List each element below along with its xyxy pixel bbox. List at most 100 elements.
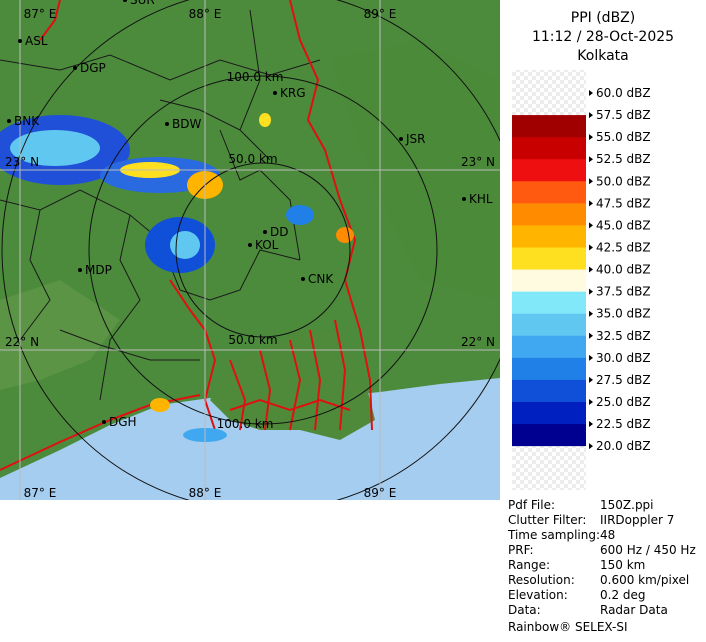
- map-label: CNK: [308, 272, 334, 286]
- city-dot: [73, 66, 77, 70]
- legend-level: 45.0 dBZ: [596, 218, 651, 232]
- legend-swatch: [512, 379, 586, 403]
- legend-arrow: [589, 376, 593, 383]
- map-label: 22° N: [5, 335, 39, 349]
- legend-arrow: [589, 398, 593, 405]
- info-key: Data:: [508, 603, 541, 617]
- legend-level: 57.5 dBZ: [596, 108, 651, 122]
- info-key: Elevation:: [508, 588, 568, 602]
- legend-arrow: [589, 288, 593, 295]
- legend-arrow: [589, 134, 593, 141]
- city-dot: [78, 268, 82, 272]
- legend-level: 47.5 dBZ: [596, 196, 651, 210]
- legend-arrow: [589, 310, 593, 317]
- legend-arrow: [589, 244, 593, 251]
- city-dot: [462, 197, 466, 201]
- map-label: KRG: [280, 86, 306, 100]
- legend-swatch: [512, 335, 586, 359]
- range-rings: [0, 0, 500, 500]
- legend: PPI (dBZ) 11:12 / 28-Oct-2025 Kolkata 60.0 …: [512, 10, 674, 490]
- legend-level: 40.0 dBZ: [596, 263, 651, 277]
- legend-arrow: [589, 156, 593, 163]
- echo: [170, 231, 200, 259]
- legend-arrow: [589, 443, 593, 450]
- info-value: 0.600 km/pixel: [600, 573, 689, 587]
- legend-swatch: [512, 137, 586, 160]
- map-label: DD: [270, 225, 288, 239]
- radar-echoes: [0, 113, 354, 442]
- legend-level: 50.0 dBZ: [596, 174, 651, 188]
- legend-title: PPI (dBZ): [571, 10, 635, 26]
- legend-site: Kolkata: [577, 48, 628, 64]
- map-label: 88° E: [189, 486, 222, 500]
- legend-swatch: [512, 115, 586, 138]
- map-label: MDP: [85, 263, 112, 277]
- echo: [259, 113, 271, 127]
- info-key: Range:: [508, 558, 550, 572]
- legend-arrow: [589, 178, 593, 185]
- info-key: PRF:: [508, 543, 534, 557]
- legend-swatch: [512, 313, 586, 337]
- legend-level: 32.5 dBZ: [596, 329, 651, 343]
- map-label: ASL: [25, 34, 48, 48]
- city-dot: [102, 420, 106, 424]
- legend-level: 27.5 dBZ: [596, 373, 651, 387]
- map-label: 23° N: [5, 155, 39, 169]
- map-label: 89° E: [364, 486, 397, 500]
- legend-level: 22.5 dBZ: [596, 417, 651, 431]
- map-label: DGH: [109, 415, 137, 429]
- legend-swatch: [512, 291, 586, 315]
- legend-swatch: [512, 181, 586, 204]
- map-label: 100.0 km: [217, 417, 274, 431]
- checker: [512, 446, 586, 490]
- map-label: BDW: [172, 117, 201, 131]
- info-value: 600 Hz / 450 Hz: [600, 543, 696, 557]
- city-dot: [399, 137, 403, 141]
- legend-arrow: [589, 421, 593, 428]
- legend-swatch: [512, 247, 586, 271]
- delta: [210, 330, 375, 440]
- info-value: 150Z.ppi: [600, 498, 654, 512]
- map-label: KOL: [255, 238, 279, 252]
- echo: [150, 398, 170, 412]
- legend-arrow: [589, 112, 593, 119]
- legend-arrow: [589, 90, 593, 96]
- radar-map: 87° E 88° E 89° E 87° E 88° E 89° E 23° N 22° N…: [0, 0, 500, 500]
- map-label: 87° E: [24, 486, 57, 500]
- city-dot: [18, 39, 22, 43]
- city-dot: [273, 91, 277, 95]
- legend-level: 55.0 dBZ: [596, 130, 651, 144]
- info-value: 0.2 deg: [600, 588, 646, 602]
- legend-arrow: [589, 266, 593, 273]
- city-dot: [7, 119, 11, 123]
- info-key: Time sampling:: [507, 528, 600, 542]
- legend-level: 35.0 dBZ: [596, 307, 651, 321]
- legend-level: 37.5 dBZ: [596, 285, 651, 299]
- checker: [512, 70, 586, 93]
- echo: [10, 130, 100, 166]
- legend-level: 25.0 dBZ: [596, 395, 651, 409]
- info-key: Pdf File:: [508, 498, 555, 512]
- info-key: Clutter Filter:: [508, 513, 586, 527]
- map-label: 89° E: [364, 7, 397, 21]
- map-label: 22° N: [461, 335, 495, 349]
- info-value: 48: [600, 528, 615, 542]
- map-label: SUR: [130, 0, 155, 7]
- map-label: 100.0 km: [227, 70, 284, 84]
- map-label: 87° E: [24, 7, 57, 21]
- city-dot: [248, 243, 252, 247]
- info-value: 150 km: [600, 558, 645, 572]
- city-dot: [165, 122, 169, 126]
- city-dot: [263, 230, 267, 234]
- legend-swatch: [512, 159, 586, 182]
- terrain: [0, 280, 120, 390]
- map-label: 23° N: [461, 155, 495, 169]
- info-value: Radar Data: [600, 603, 668, 617]
- echo: [286, 205, 314, 225]
- legend-swatch: [512, 401, 586, 425]
- legend-level: 30.0 dBZ: [596, 351, 651, 365]
- map-label: BNK: [14, 114, 40, 128]
- info-value: IIRDoppler 7: [600, 513, 674, 527]
- legend-level: 60.0 dBZ: [596, 86, 651, 100]
